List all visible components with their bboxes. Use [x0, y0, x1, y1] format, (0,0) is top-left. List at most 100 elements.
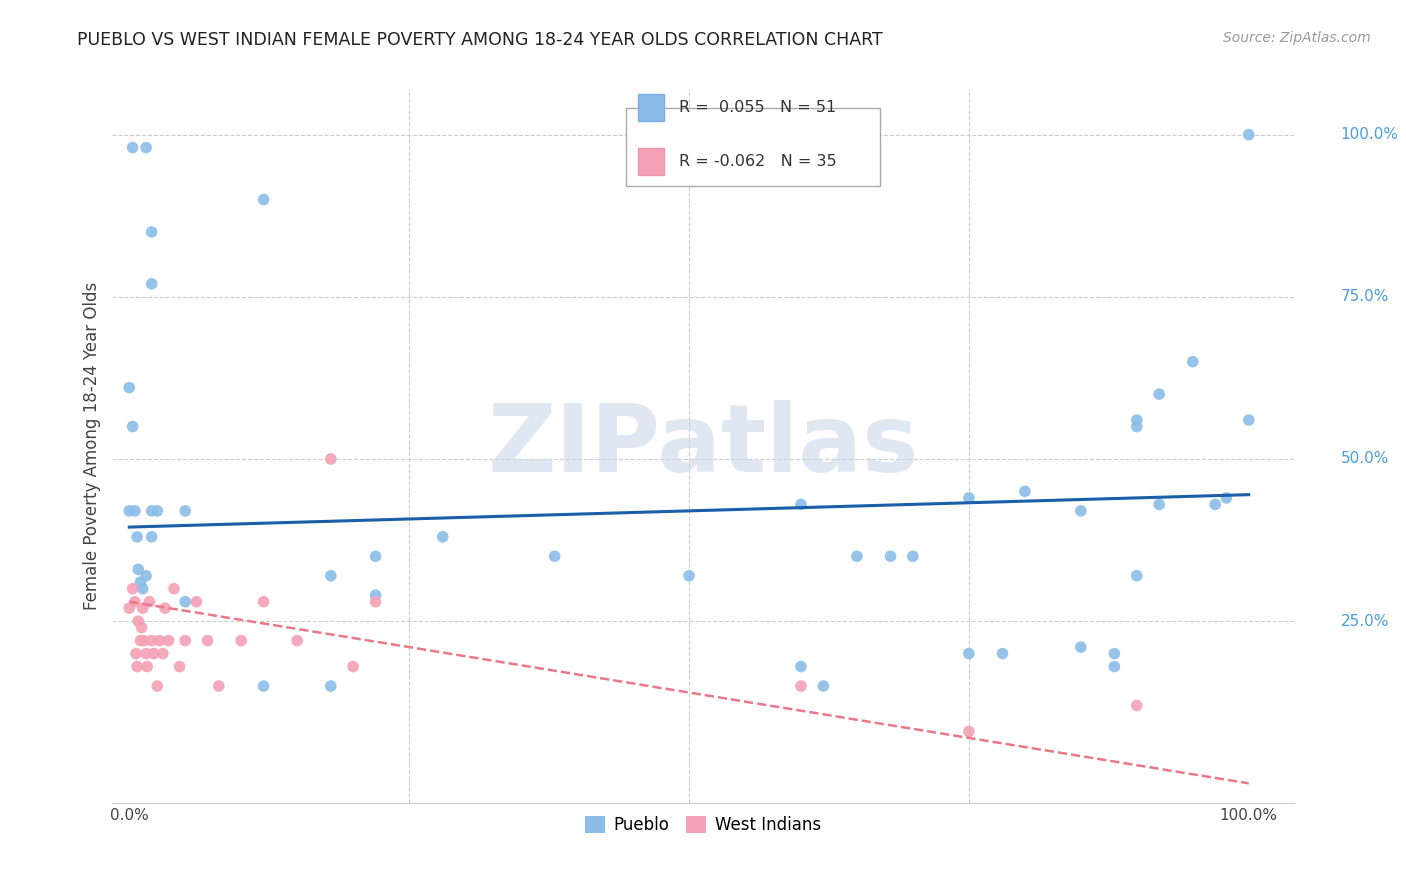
- Point: [285, 633, 308, 648]
- Text: 100.0%: 100.0%: [1341, 128, 1399, 142]
- Point: [146, 504, 169, 518]
- Point: [135, 647, 157, 661]
- Point: [1204, 497, 1226, 511]
- Point: [136, 659, 159, 673]
- Point: [1104, 659, 1126, 673]
- Point: [1237, 128, 1260, 142]
- Point: [141, 530, 163, 544]
- Point: [197, 633, 219, 648]
- Point: [174, 633, 197, 648]
- Point: [127, 530, 149, 544]
- Point: [132, 633, 155, 648]
- Point: [186, 595, 208, 609]
- Point: [135, 140, 157, 154]
- Point: [252, 595, 274, 609]
- Legend: Pueblo, West Indians: Pueblo, West Indians: [579, 809, 827, 841]
- Text: R =  0.055   N = 51: R = 0.055 N = 51: [679, 100, 837, 115]
- Point: [141, 504, 163, 518]
- Point: [364, 549, 387, 564]
- Point: [118, 601, 141, 615]
- FancyBboxPatch shape: [638, 148, 664, 175]
- Point: [1126, 698, 1149, 713]
- Text: ZIPatlas: ZIPatlas: [488, 400, 918, 492]
- Point: [148, 633, 170, 648]
- Point: [432, 530, 454, 544]
- Point: [142, 647, 165, 661]
- Point: [1147, 387, 1170, 401]
- Point: [174, 504, 197, 518]
- Point: [174, 595, 197, 609]
- FancyBboxPatch shape: [626, 109, 880, 186]
- Point: [127, 614, 149, 628]
- Point: [127, 562, 149, 576]
- Point: [118, 381, 141, 395]
- Point: [1147, 497, 1170, 511]
- Point: [364, 595, 387, 609]
- Point: [131, 582, 153, 596]
- Point: [129, 575, 152, 590]
- Point: [131, 601, 153, 615]
- Point: [678, 568, 700, 582]
- Point: [135, 568, 157, 582]
- Point: [127, 659, 149, 673]
- Point: [1014, 484, 1036, 499]
- Point: [901, 549, 924, 564]
- Point: [364, 588, 387, 602]
- Point: [141, 633, 163, 648]
- Text: 50.0%: 50.0%: [1341, 451, 1389, 467]
- Text: 25.0%: 25.0%: [1341, 614, 1389, 629]
- Point: [1126, 413, 1149, 427]
- Point: [319, 679, 342, 693]
- Point: [1070, 640, 1092, 654]
- Point: [208, 679, 231, 693]
- Point: [1126, 419, 1149, 434]
- FancyBboxPatch shape: [638, 95, 664, 121]
- Point: [252, 193, 274, 207]
- Point: [163, 582, 186, 596]
- Point: [152, 647, 174, 661]
- Point: [141, 277, 163, 291]
- Point: [118, 504, 141, 518]
- Point: [157, 633, 180, 648]
- Point: [121, 419, 143, 434]
- Point: [813, 679, 835, 693]
- Point: [121, 140, 143, 154]
- Point: [124, 504, 146, 518]
- Point: [1237, 413, 1260, 427]
- Y-axis label: Female Poverty Among 18-24 Year Olds: Female Poverty Among 18-24 Year Olds: [83, 282, 101, 610]
- Point: [153, 601, 176, 615]
- Point: [319, 568, 342, 582]
- Point: [991, 647, 1014, 661]
- Point: [957, 491, 980, 505]
- Point: [131, 621, 153, 635]
- Point: [957, 724, 980, 739]
- Point: [125, 647, 148, 661]
- Point: [879, 549, 901, 564]
- Point: [790, 497, 813, 511]
- Point: [1181, 354, 1204, 368]
- Text: Source: ZipAtlas.com: Source: ZipAtlas.com: [1223, 31, 1371, 45]
- Point: [146, 679, 169, 693]
- Point: [141, 225, 163, 239]
- Point: [1070, 504, 1092, 518]
- Text: 75.0%: 75.0%: [1341, 289, 1389, 304]
- Point: [845, 549, 868, 564]
- Text: R = -0.062   N = 35: R = -0.062 N = 35: [679, 153, 837, 169]
- Point: [124, 595, 146, 609]
- Point: [790, 679, 813, 693]
- Point: [121, 582, 143, 596]
- Point: [1126, 568, 1149, 582]
- Point: [790, 659, 813, 673]
- Point: [1104, 647, 1126, 661]
- Point: [252, 679, 274, 693]
- Point: [231, 633, 253, 648]
- Point: [544, 549, 567, 564]
- Point: [342, 659, 364, 673]
- Text: PUEBLO VS WEST INDIAN FEMALE POVERTY AMONG 18-24 YEAR OLDS CORRELATION CHART: PUEBLO VS WEST INDIAN FEMALE POVERTY AMO…: [77, 31, 883, 49]
- Point: [319, 452, 342, 467]
- Point: [129, 633, 152, 648]
- Point: [1215, 491, 1237, 505]
- Point: [138, 595, 160, 609]
- Point: [169, 659, 191, 673]
- Point: [957, 647, 980, 661]
